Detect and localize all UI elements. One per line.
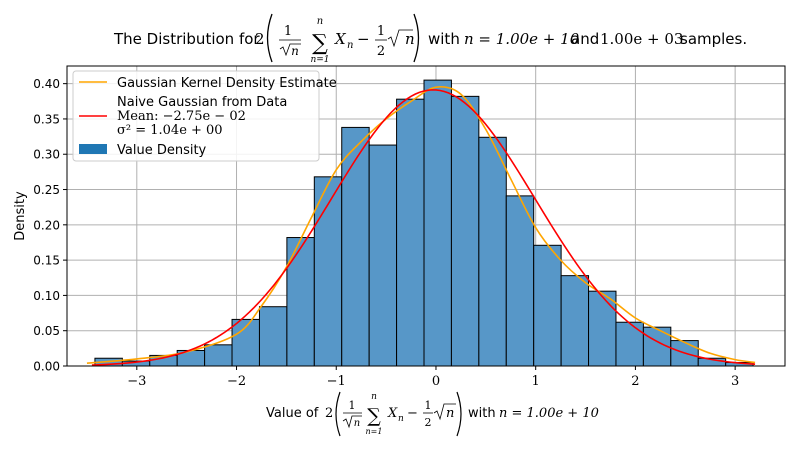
y-tick-label: 0.35 [33,112,60,126]
histogram-bar [286,237,315,367]
xlabel-sqrt2-sign [433,403,456,421]
xlabel-n-value: n = 1.00e + 10 [499,406,599,421]
y-tick-label: 0.15 [33,254,60,268]
x-tick-label: 1 [532,374,540,389]
y-axis-label: Density [13,191,28,241]
title-sqrt2-sign [387,29,413,48]
y-axis-ticks: 0.00 0.05 0.10 0.15 0.20 0.25 0.30 0.35 0.40 [33,77,67,374]
title-sqrt-n: n [291,44,299,58]
histogram-bar [615,321,644,367]
xlabel-two-text: 2 [325,406,333,421]
title-sum-bottom: n=1 [310,55,329,65]
xlabel-sum-sign: ∑ [367,405,381,427]
y-tick-label: 0.30 [33,148,60,162]
title-and-text: and [571,30,599,48]
xlabel-minus-sign: − [407,406,418,421]
histogram-bar [258,306,288,367]
y-tick-label: 0.40 [33,77,60,91]
title-x-term: X [334,30,347,48]
title-samples-value: 1.00e + 03 [600,30,683,48]
x-tick-label: −2 [227,374,246,389]
xlabel-sqrt-sign [342,415,362,429]
xlabel-frac2-denominator: 2 [425,416,432,429]
histogram-bar [505,195,535,367]
normal-fit-line [91,89,756,366]
xlabel-x-subscript: n [398,414,404,424]
histogram-bar [450,95,480,367]
title-prefix-text: The Distribution for [113,30,260,48]
legend: Gaussian Kernel Density Estimate Naive G… [72,70,337,162]
y-tick-label: 0.00 [33,360,60,374]
legend-normal-label-mean: Mean: −2.75e − 02 [117,109,246,124]
title-left-paren [266,13,273,63]
xlabel-sqrt2-n: n [446,406,454,421]
x-tick-label: 3 [731,374,739,389]
histogram-bar [560,275,590,367]
title-n-value: n = 1.00e + 10 [464,30,580,48]
xlabel-sum-bottom: n=1 [366,427,383,436]
xlabel-x-term: X [387,406,398,421]
histogram-bar [478,136,507,367]
chart-title: The Distribution for 2 1 n n ∑ n=1 X n −… [113,13,747,65]
histogram-bar [204,344,233,367]
xlabel-prefix-text: Value of [266,406,319,421]
title-right-paren [413,13,420,63]
y-tick-label: 0.25 [33,183,60,197]
legend-normal-label-title: Naive Gaussian from Data [117,95,287,110]
histogram-bar [368,144,398,367]
xlabel-frac-numerator: 1 [349,399,356,412]
xlabel-sqrt-n: n [354,418,360,429]
x-tick-label: 0 [432,374,440,389]
title-sqrt-sign [279,43,301,57]
title-two-text: 2 [255,30,265,48]
histogram-bar [396,98,425,367]
xlabel-left-paren [335,391,341,437]
legend-box [72,70,320,162]
histogram-bar [423,79,452,367]
histogram-bar [313,176,343,367]
title-minus-sign: − [357,30,370,48]
x-tick-label: −3 [127,374,146,389]
x-tick-label: −1 [327,374,346,389]
x-axis-label: Value of 2 1 n n ∑ n=1 X n − 1 2 n with … [266,391,599,437]
title-sum-top: n [317,16,323,27]
title-with-text: with [428,30,460,48]
axes-frame [66,65,786,367]
x-tick-label: 2 [631,374,639,389]
legend-hist-label: Value Density [117,143,207,158]
histogram-bars [94,79,754,367]
xlabel-with-text: with [468,406,496,421]
title-sum-sign: ∑ [312,31,328,56]
title-x-subscript: n [347,40,353,51]
y-tick-label: 0.05 [33,324,60,338]
histogram-bar [341,126,370,367]
density-lines [86,85,756,366]
xlabel-sum-top: n [371,392,377,402]
legend-normal-label-variance: σ² = 1.04e + 00 [117,123,223,138]
kde-line [86,85,756,364]
legend-hist-swatch [79,144,107,154]
xlabel-frac2-numerator: 1 [425,399,432,412]
title-frac2-numerator: 1 [377,24,385,39]
x-axis-ticks: −3 −2 −1 0 1 2 3 [127,366,739,389]
xlabel-right-paren [456,391,462,437]
title-frac2-denominator: 2 [377,44,385,59]
y-tick-label: 0.20 [33,218,60,232]
histogram-bar [588,290,617,367]
title-suffix-text: samples. [680,30,747,48]
histogram-bar [533,244,562,367]
title-frac-numerator: 1 [284,24,292,39]
legend-kde-label: Gaussian Kernel Density Estimate [117,76,337,91]
y-tick-label: 0.10 [33,289,60,303]
title-sqrt2-n: n [405,30,415,48]
